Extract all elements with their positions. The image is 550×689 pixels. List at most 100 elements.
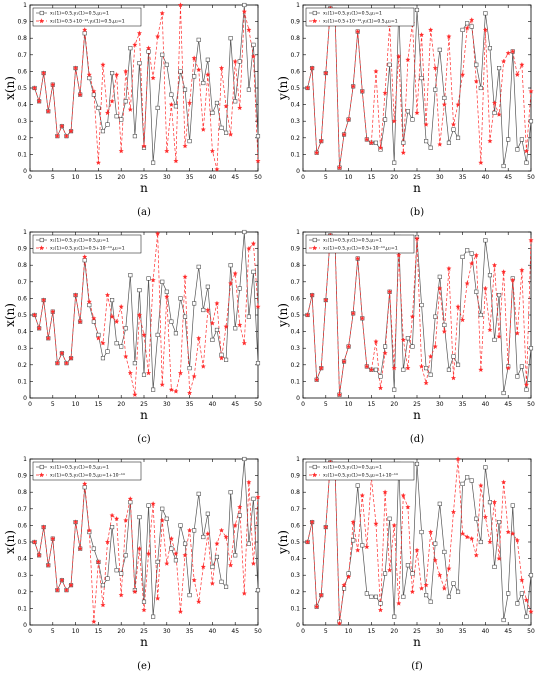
data-point-series-2 — [214, 300, 220, 306]
x-tick-label: 15 — [368, 174, 376, 181]
data-point-series-1 — [442, 95, 447, 101]
data-point-series-2 — [77, 545, 83, 551]
data-point-series-1 — [497, 520, 502, 525]
data-point-series-2 — [250, 240, 256, 246]
data-point-series-2 — [223, 103, 229, 109]
data-point-series-1 — [469, 24, 474, 29]
data-point-series-2 — [414, 235, 420, 241]
data-point-series-1 — [478, 539, 483, 545]
legend-label: x₂(1)=0.5,y₂(1)=0.5,μ₂=1+10⁻¹⁴ — [323, 473, 398, 479]
data-point-series-1 — [246, 541, 251, 546]
data-point-series-1 — [501, 617, 506, 623]
data-point-series-2 — [336, 620, 343, 626]
x-tick-label: 45 — [231, 628, 239, 635]
data-point-series-2 — [400, 337, 406, 343]
data-point-series-2 — [377, 385, 384, 391]
data-point-series-2 — [223, 323, 229, 329]
data-point-series-1 — [192, 74, 197, 79]
data-point-series-2 — [523, 382, 529, 387]
data-point-series-1 — [187, 366, 192, 371]
data-point-series-2 — [350, 83, 356, 89]
data-point-series-1 — [196, 37, 201, 42]
y-tick-label: 1 — [23, 2, 27, 9]
data-point-series-2 — [241, 340, 247, 346]
data-point-series-2 — [391, 522, 397, 528]
data-point-series-2 — [246, 479, 252, 485]
data-point-series-2 — [419, 585, 425, 591]
panel-label: (e) — [137, 661, 151, 672]
data-point-series-1 — [110, 71, 115, 76]
data-point-series-1 — [151, 387, 156, 392]
data-point-series-1 — [155, 105, 160, 110]
data-point-series-1 — [383, 117, 388, 122]
data-point-series-2 — [159, 382, 165, 387]
data-point-series-2 — [63, 587, 70, 593]
data-point-series-2 — [146, 550, 152, 556]
data-point-series-1 — [369, 594, 374, 599]
data-point-series-1 — [433, 87, 438, 92]
data-point-series-2 — [73, 65, 79, 71]
series-line-2 — [307, 7, 532, 168]
data-point-series-2 — [146, 370, 152, 376]
data-point-series-2 — [487, 539, 493, 545]
x-tick-label: 5 — [51, 174, 55, 181]
data-point-series-2 — [387, 567, 393, 573]
x-tick-label: 20 — [117, 174, 125, 181]
data-point-series-2 — [341, 358, 347, 364]
data-point-series-2 — [482, 285, 488, 291]
y-tick-label: 0.5 — [17, 85, 27, 92]
data-point-series-1 — [128, 46, 133, 51]
y-axis-label: x(n) — [3, 76, 17, 100]
data-point-series-1 — [178, 69, 183, 74]
data-point-series-1 — [424, 593, 429, 598]
x-tick-label: 35 — [186, 628, 194, 635]
data-point-series-1 — [446, 140, 451, 145]
series-line-1 — [307, 234, 532, 395]
x-tick-label: 15 — [95, 174, 103, 181]
y-tick-label: 0 — [296, 168, 300, 175]
y-tick-label: 0 — [23, 622, 27, 629]
data-point-series-2 — [136, 30, 142, 36]
data-point-series-2 — [419, 32, 425, 38]
data-point-series-1 — [164, 62, 169, 67]
y-tick-label: 0.9 — [290, 473, 300, 480]
data-point-series-1 — [414, 461, 420, 467]
data-point-series-2 — [309, 65, 315, 71]
data-point-series-1 — [251, 496, 256, 501]
data-point-series-1 — [355, 483, 360, 488]
legend-label: x₁(1)=0.5,y₁(1)=0.5,μ₁=1 — [323, 11, 382, 17]
data-point-series-2 — [159, 517, 165, 523]
y-tick-label: 0.5 — [17, 312, 27, 319]
data-point-series-2 — [428, 529, 434, 535]
data-point-series-1 — [519, 137, 524, 142]
series-line-2 — [307, 458, 532, 624]
data-point-series-1 — [173, 104, 178, 109]
x-tick-label: 5 — [324, 628, 328, 635]
x-tick-label: 15 — [95, 401, 103, 408]
data-point-series-1 — [451, 127, 456, 132]
legend: x₁(1)=0.5,y₁(1)=0.5,μ₁=1 x₂(1)=0.5,y₂(1)=… — [305, 461, 415, 481]
data-point-series-2 — [250, 560, 256, 566]
data-point-series-1 — [114, 341, 119, 346]
data-point-series-2 — [496, 333, 502, 339]
data-point-series-2 — [355, 255, 361, 261]
legend-box — [32, 234, 142, 254]
data-point-series-2 — [95, 160, 101, 165]
data-point-series-2 — [205, 307, 211, 313]
x-axis-label: n — [140, 635, 148, 649]
data-point-series-1 — [515, 147, 520, 152]
data-point-series-2 — [510, 277, 516, 283]
data-point-series-2 — [95, 559, 101, 565]
legend-label: x₂(1)=0.5+10⁻¹⁴,y₂(1)=0.5,μ₂=1 — [50, 19, 125, 25]
data-point-series-2 — [528, 237, 534, 243]
data-point-series-2 — [36, 552, 42, 558]
data-point-series-1 — [164, 516, 169, 521]
data-point-series-2 — [141, 332, 147, 338]
data-point-series-2 — [355, 547, 361, 553]
data-point-series-1 — [228, 490, 233, 495]
data-point-series-2 — [341, 582, 347, 588]
data-point-series-2 — [432, 65, 438, 71]
y-axis-label: x(n) — [3, 530, 17, 554]
y-tick-label: 0.8 — [17, 35, 27, 42]
data-point-series-1 — [405, 109, 410, 114]
